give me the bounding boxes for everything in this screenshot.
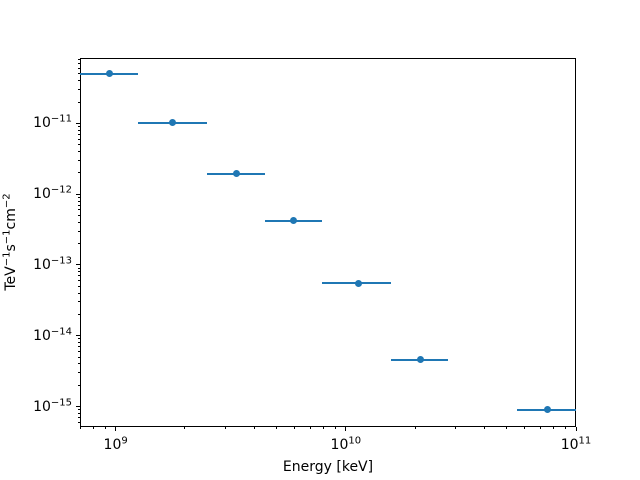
y-minor-tick bbox=[78, 151, 80, 153]
y-minor-tick bbox=[78, 196, 80, 198]
y-minor-tick bbox=[78, 372, 80, 374]
y-minor-tick bbox=[78, 80, 80, 82]
y-minor-tick bbox=[78, 416, 80, 418]
x-minor-tick bbox=[309, 427, 311, 430]
y-minor-tick bbox=[78, 346, 80, 348]
x-minor-tick bbox=[79, 427, 81, 430]
x-minor-tick bbox=[276, 427, 278, 430]
y-minor-tick bbox=[78, 243, 80, 245]
x-minor-tick bbox=[294, 427, 296, 430]
x-tick-label: 109 bbox=[103, 435, 128, 454]
y-minor-tick bbox=[78, 144, 80, 146]
y-minor-tick bbox=[78, 214, 80, 216]
y-minor-tick bbox=[78, 412, 80, 414]
y-major-tick bbox=[76, 264, 80, 266]
x-minor-tick bbox=[553, 427, 555, 430]
y-minor-tick bbox=[78, 204, 80, 206]
x-minor-tick bbox=[104, 427, 106, 430]
x-major-tick bbox=[575, 427, 577, 432]
y-minor-tick bbox=[78, 342, 80, 344]
y-minor-tick bbox=[78, 275, 80, 277]
y-major-tick bbox=[76, 193, 80, 195]
y-minor-tick bbox=[78, 138, 80, 140]
data-point-marker bbox=[289, 217, 297, 225]
y-tick-label: 10−12 bbox=[33, 184, 72, 203]
x-minor-tick bbox=[524, 427, 526, 430]
y-major-tick bbox=[76, 122, 80, 124]
y-major-tick bbox=[76, 335, 80, 337]
y-minor-tick bbox=[78, 384, 80, 386]
x-axis-label: Energy [keV] bbox=[282, 459, 374, 475]
y-minor-tick bbox=[78, 350, 80, 352]
y-minor-tick bbox=[78, 67, 80, 69]
x-minor-tick bbox=[92, 427, 94, 430]
y-tick-label: 10−13 bbox=[33, 255, 72, 273]
y-minor-tick bbox=[78, 230, 80, 232]
x-minor-tick bbox=[253, 427, 255, 430]
x-minor-tick bbox=[564, 427, 566, 430]
y-tick-label: 10−11 bbox=[33, 113, 72, 132]
y-minor-tick bbox=[78, 421, 80, 423]
y-minor-tick bbox=[78, 172, 80, 174]
x-minor-tick bbox=[506, 427, 508, 430]
y-minor-tick bbox=[78, 101, 80, 103]
y-minor-tick bbox=[78, 313, 80, 315]
data-point-marker bbox=[416, 356, 424, 364]
y-minor-tick bbox=[78, 89, 80, 91]
y-minor-tick bbox=[78, 133, 80, 135]
y-minor-tick bbox=[78, 200, 80, 202]
x-minor-tick bbox=[539, 427, 541, 430]
x-tick-label: 1011 bbox=[560, 435, 592, 454]
y-minor-tick bbox=[78, 126, 80, 128]
y-minor-tick bbox=[78, 271, 80, 273]
y-axis-label: TeV−1s−1cm−2 bbox=[1, 193, 19, 291]
y-tick-label: 10−15 bbox=[33, 396, 72, 415]
x-minor-tick bbox=[483, 427, 485, 430]
x-major-tick bbox=[115, 427, 117, 432]
x-major-tick bbox=[345, 427, 347, 432]
y-minor-tick bbox=[78, 280, 80, 282]
data-point-marker bbox=[169, 119, 177, 127]
y-tick-label: 10−14 bbox=[33, 326, 72, 344]
y-minor-tick bbox=[78, 356, 80, 358]
x-minor-tick bbox=[334, 427, 336, 430]
x-minor-tick bbox=[184, 427, 186, 430]
y-minor-tick bbox=[78, 209, 80, 211]
data-point-marker bbox=[232, 170, 240, 178]
x-minor-tick bbox=[323, 427, 325, 430]
x-minor-tick bbox=[455, 427, 457, 430]
x-tick-label: 1010 bbox=[330, 435, 362, 454]
y-minor-tick bbox=[78, 409, 80, 411]
x-minor-tick bbox=[224, 427, 226, 430]
y-minor-tick bbox=[78, 285, 80, 287]
y-minor-tick bbox=[78, 301, 80, 303]
y-minor-tick bbox=[78, 129, 80, 131]
y-minor-tick bbox=[78, 267, 80, 269]
y-minor-tick bbox=[78, 221, 80, 223]
y-minor-tick bbox=[78, 338, 80, 340]
data-point-marker bbox=[355, 279, 363, 287]
x-minor-tick bbox=[414, 427, 416, 430]
y-minor-tick bbox=[78, 58, 80, 60]
y-minor-tick bbox=[78, 73, 80, 75]
y-minor-tick bbox=[78, 159, 80, 161]
data-point-marker bbox=[543, 406, 551, 414]
y-minor-tick bbox=[78, 292, 80, 294]
plot-area bbox=[80, 57, 576, 428]
y-major-tick bbox=[76, 406, 80, 407]
y-minor-tick bbox=[78, 363, 80, 365]
data-point-marker bbox=[105, 70, 113, 78]
y-minor-tick bbox=[78, 63, 80, 65]
